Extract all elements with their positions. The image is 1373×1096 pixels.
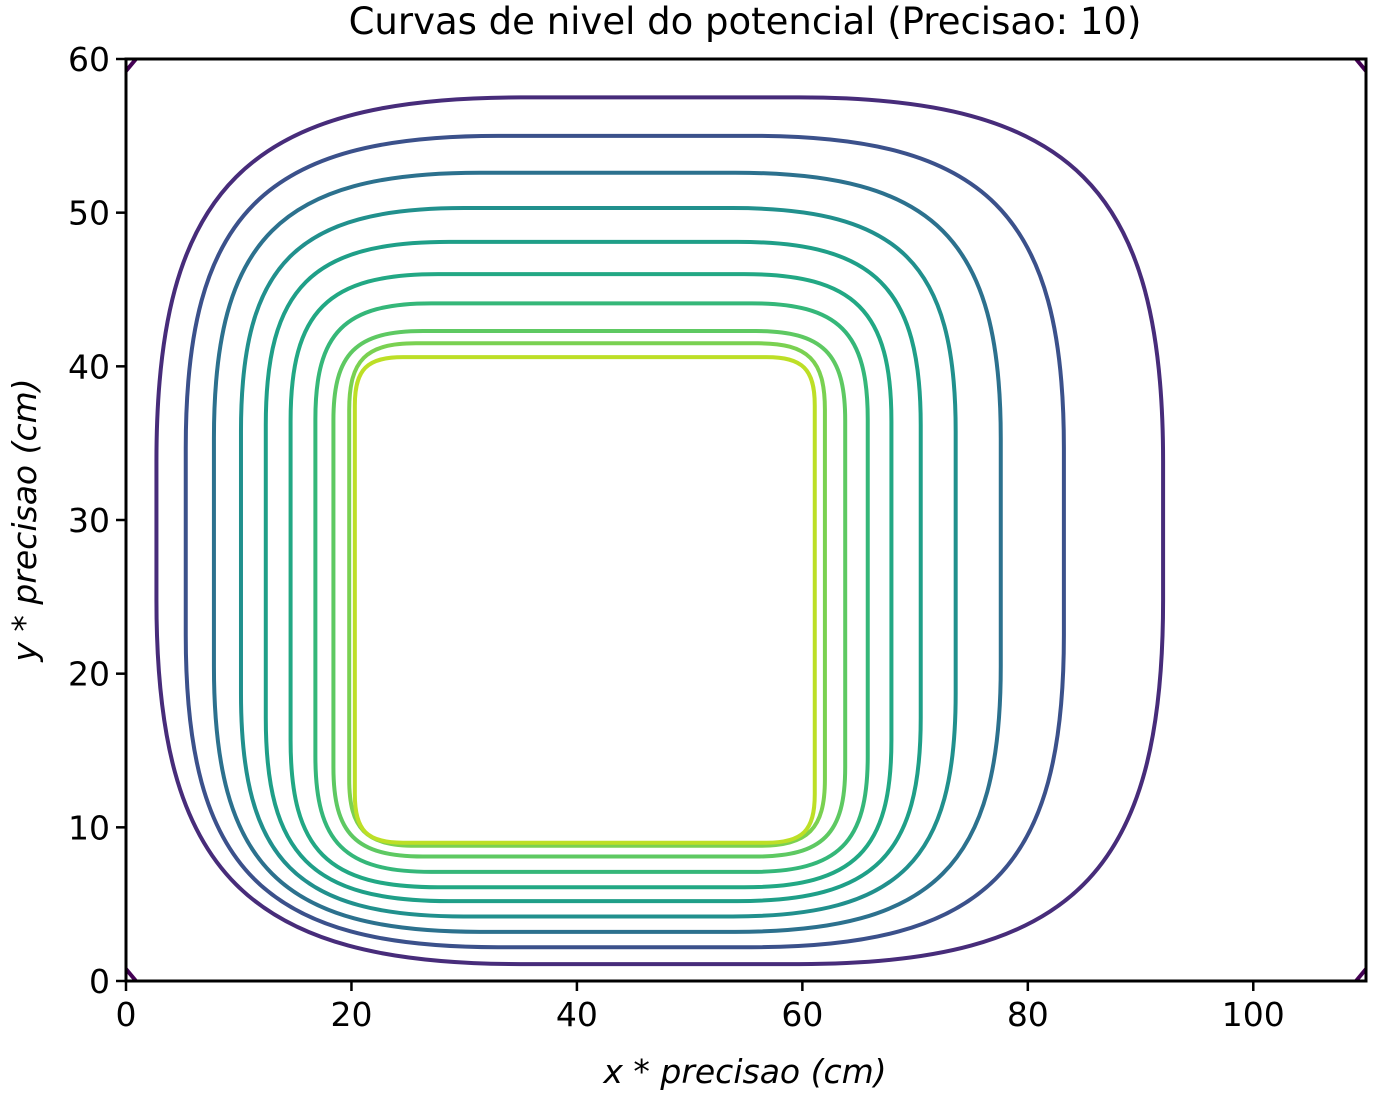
x-axis-ticks: 0 20 40 60 80 100	[116, 981, 1285, 1034]
contour-level-line	[313, 301, 870, 874]
chart-title: Curvas de nivel do potencial (Precisao: …	[349, 0, 1142, 43]
y-tick-label: 40	[68, 347, 110, 386]
corner-contour-segment	[1354, 967, 1368, 983]
y-tick-label: 10	[68, 808, 110, 847]
y-axis-ticks: 0 10 20 30 40 50 60	[68, 40, 126, 1001]
x-tick-label: 20	[330, 995, 372, 1034]
contour-level-line	[238, 206, 958, 919]
contour-level-line	[183, 133, 1066, 950]
y-tick-label: 30	[68, 501, 110, 540]
contour-level-line	[352, 355, 817, 845]
x-tick-label: 80	[1007, 995, 1049, 1034]
x-axis-label: x * precisao (cm)	[602, 1052, 886, 1091]
y-tick-label: 0	[89, 962, 110, 1001]
contour-level-line	[211, 170, 1003, 934]
contour-level-line	[347, 341, 827, 848]
y-tick-label: 50	[68, 194, 110, 233]
corner-contour-segment	[124, 57, 138, 73]
y-tick-label: 60	[68, 40, 110, 79]
corner-contour-segment	[1354, 57, 1368, 73]
x-tick-label: 60	[781, 995, 823, 1034]
y-axis-label: y * precisao (cm)	[5, 378, 44, 662]
contour-lines	[154, 95, 1166, 967]
x-tick-label: 40	[556, 995, 598, 1034]
x-tick-label: 100	[1222, 995, 1285, 1034]
x-tick-label: 0	[116, 995, 137, 1034]
y-tick-label: 20	[68, 655, 110, 694]
contour-level-line	[263, 239, 923, 904]
contour-level-line	[331, 328, 848, 859]
corner-contour-segment	[124, 967, 138, 983]
contour-level-line	[288, 272, 894, 890]
contour-level-line	[154, 95, 1166, 967]
